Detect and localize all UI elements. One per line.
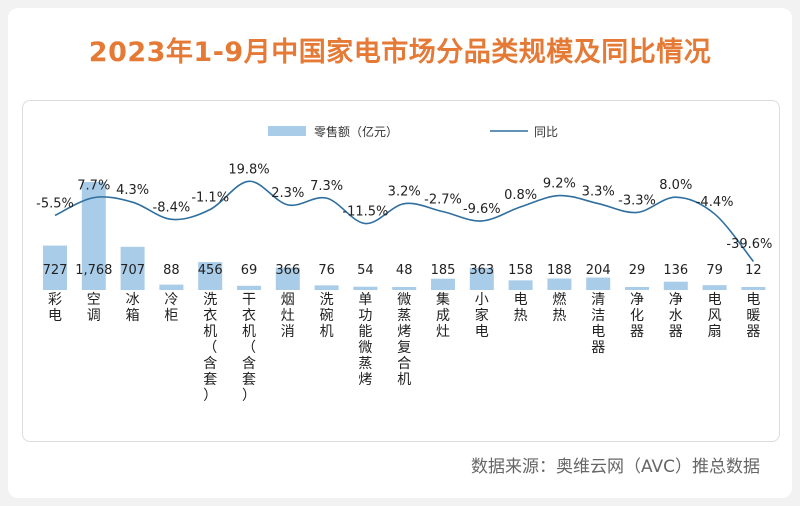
bar-label-18: 12 — [745, 263, 762, 278]
source-note: 数据来源：奥维云网（AVC）推总数据 — [470, 457, 760, 477]
yoy-label-6: 2.3% — [271, 186, 304, 201]
yoy-label-3: -8.4% — [153, 200, 191, 215]
legend-line-label: 同比 — [534, 125, 558, 139]
category-label-4: 洗衣机（含套） — [203, 292, 217, 404]
bar-2 — [120, 246, 145, 290]
bar-label-15: 29 — [629, 263, 646, 278]
yoy-label-13: 9.2% — [543, 177, 576, 192]
yoy-label-11: -9.6% — [463, 202, 501, 217]
bar-label-3: 88 — [163, 263, 180, 278]
category-label-18: 电暖器 — [746, 292, 760, 340]
bar-15 — [625, 287, 649, 290]
bar-18 — [741, 287, 766, 290]
bar-label-9: 48 — [396, 263, 413, 278]
bar-label-5: 69 — [241, 263, 258, 278]
bar-label-13: 188 — [547, 263, 572, 278]
category-label-5: 干衣机（含套） — [242, 292, 256, 404]
bar-label-1: 1,768 — [75, 263, 112, 278]
category-label-16: 净水器 — [669, 292, 683, 340]
yoy-label-15: -3.3% — [618, 193, 656, 208]
bar-8 — [353, 286, 378, 290]
bar-label-11: 363 — [469, 263, 494, 278]
bar-label-14: 204 — [586, 263, 611, 278]
bar-9 — [392, 287, 417, 290]
bar-0 — [43, 245, 67, 290]
category-label-3: 冷柜 — [164, 292, 178, 324]
yoy-label-2: 4.3% — [116, 183, 149, 198]
bar-10 — [431, 278, 455, 290]
bar-11 — [469, 267, 494, 290]
bar-label-8: 54 — [357, 263, 374, 278]
chart-title: 2023年1-9月中国家电市场分品类规模及同比情况 — [88, 37, 712, 68]
bar-label-0: 727 — [43, 263, 68, 278]
category-label-1: 空调 — [87, 292, 101, 324]
yoy-label-9: 3.2% — [388, 185, 421, 200]
category-label-17: 电风扇 — [708, 292, 722, 340]
category-label-15: 净化器 — [630, 292, 644, 340]
legend-bar-swatch — [268, 126, 306, 136]
yoy-line — [54, 180, 755, 262]
yoy-label-14: 3.3% — [582, 185, 615, 200]
yoy-label-17: -4.4% — [696, 195, 734, 210]
yoy-label-18: -39.6% — [726, 237, 772, 252]
bar-17 — [702, 285, 727, 290]
bar-7 — [314, 285, 339, 290]
chart-panel — [22, 100, 780, 442]
category-label-9: 微蒸烤复合机 — [397, 292, 411, 388]
yoy-label-4: -1.1% — [191, 190, 229, 205]
bar-12 — [508, 280, 533, 290]
bar-label-7: 76 — [318, 263, 335, 278]
bar-6 — [275, 267, 300, 290]
yoy-label-8: -11.5% — [342, 205, 388, 220]
bar-label-4: 456 — [198, 263, 223, 278]
category-label-0: 彩电 — [48, 292, 62, 324]
bar-13 — [547, 278, 572, 290]
bar-label-2: 707 — [120, 263, 145, 278]
yoy-label-0: -5.5% — [36, 196, 74, 211]
bar-label-17: 79 — [706, 263, 723, 278]
category-label-13: 燃热 — [552, 291, 566, 324]
bar-14 — [586, 277, 611, 290]
yoy-label-5: 19.8% — [228, 162, 269, 177]
bar-label-6: 366 — [275, 263, 300, 278]
bar-label-10: 185 — [431, 263, 456, 278]
category-label-14: 清洁电器 — [591, 292, 605, 356]
yoy-label-7: 7.3% — [310, 179, 343, 194]
bar-3 — [159, 284, 184, 290]
bar-4 — [198, 262, 223, 290]
bar-16 — [663, 281, 688, 290]
legend-bar-label: 零售额（亿元） — [314, 124, 398, 139]
category-label-11: 小家电 — [475, 292, 489, 340]
yoy-label-12: 0.8% — [504, 188, 537, 203]
yoy-label-1: 7.7% — [77, 179, 110, 194]
category-label-6: 烟灶消 — [281, 292, 295, 340]
bar-5 — [237, 285, 261, 290]
yoy-label-16: 8.0% — [659, 178, 692, 193]
yoy-label-10: -2.7% — [424, 193, 462, 208]
category-label-12: 电热 — [514, 292, 528, 324]
category-label-2: 冰箱 — [126, 292, 140, 324]
category-label-7: 洗碗机 — [320, 292, 334, 340]
category-label-8: 单功能微蒸烤 — [358, 292, 372, 388]
bar-label-16: 136 — [663, 263, 688, 278]
bar-label-12: 158 — [508, 263, 533, 278]
category-label-10: 集成灶 — [436, 291, 450, 340]
